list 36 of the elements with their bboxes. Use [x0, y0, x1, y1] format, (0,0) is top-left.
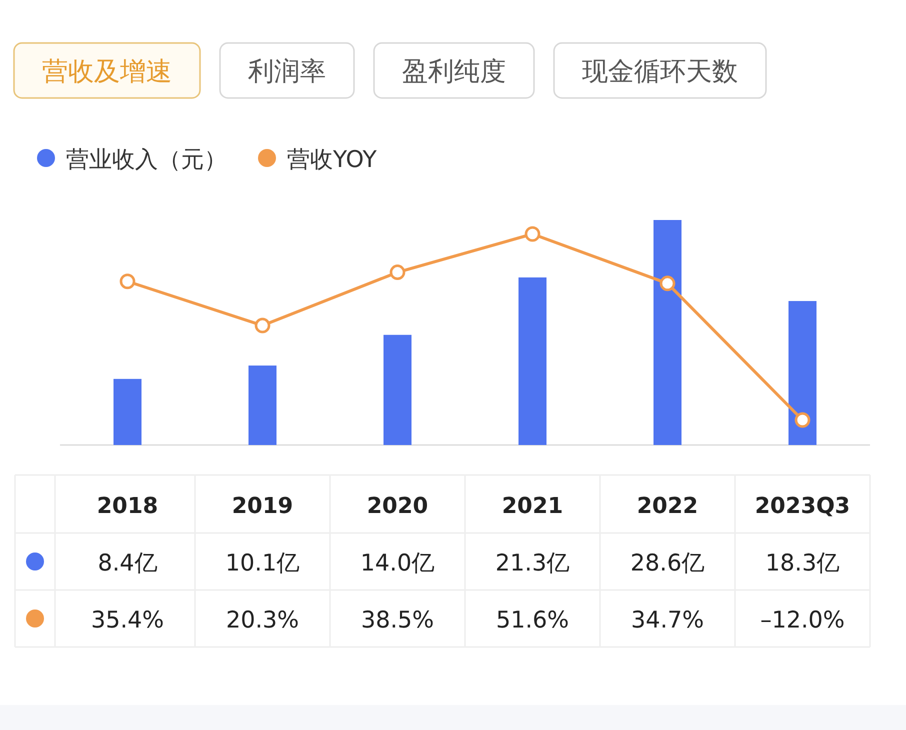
point	[794, 412, 810, 428]
text: 利润率	[248, 57, 326, 87]
x-tick-label: 2021	[502, 494, 564, 519]
data-label: 34.7%	[630, 608, 704, 634]
chart-title: 营收及增速	[42, 57, 172, 87]
legend-label: 营业收入（元）	[66, 147, 227, 173]
bar	[654, 220, 682, 445]
legend-label: 营收YOY	[287, 147, 378, 173]
x-tick-label: 2022	[636, 494, 698, 519]
point	[254, 318, 270, 334]
point	[390, 264, 406, 280]
data-label: 51.6%	[496, 608, 570, 634]
data-label: 20.3%	[226, 608, 300, 634]
text: 盈利纯度	[402, 57, 506, 87]
x-tick-label: 2019	[232, 494, 294, 519]
data-label: 28.6亿	[630, 550, 705, 576]
data-label: 10.1亿	[225, 550, 300, 576]
data-label: 18.3亿	[765, 550, 840, 576]
point	[524, 226, 540, 242]
data-label: 38.5%	[360, 608, 434, 634]
x-tick-label: 2020	[366, 494, 428, 519]
bar	[788, 301, 816, 445]
x-tick-label: 2018	[96, 494, 158, 519]
data-label: 35.4%	[90, 608, 164, 634]
data-label: 21.3亿	[495, 550, 570, 576]
data-label: 8.4亿	[98, 550, 158, 576]
bar	[248, 366, 276, 445]
point	[660, 276, 676, 292]
x-tick-label: 2023Q3	[754, 494, 850, 519]
text: 现金循环天数	[582, 57, 738, 87]
bar	[384, 334, 412, 445]
data-label: –12.0%	[760, 608, 845, 634]
bar	[114, 378, 142, 445]
bar	[518, 277, 546, 445]
data-label: 14.0亿	[360, 550, 435, 576]
point	[120, 274, 136, 290]
